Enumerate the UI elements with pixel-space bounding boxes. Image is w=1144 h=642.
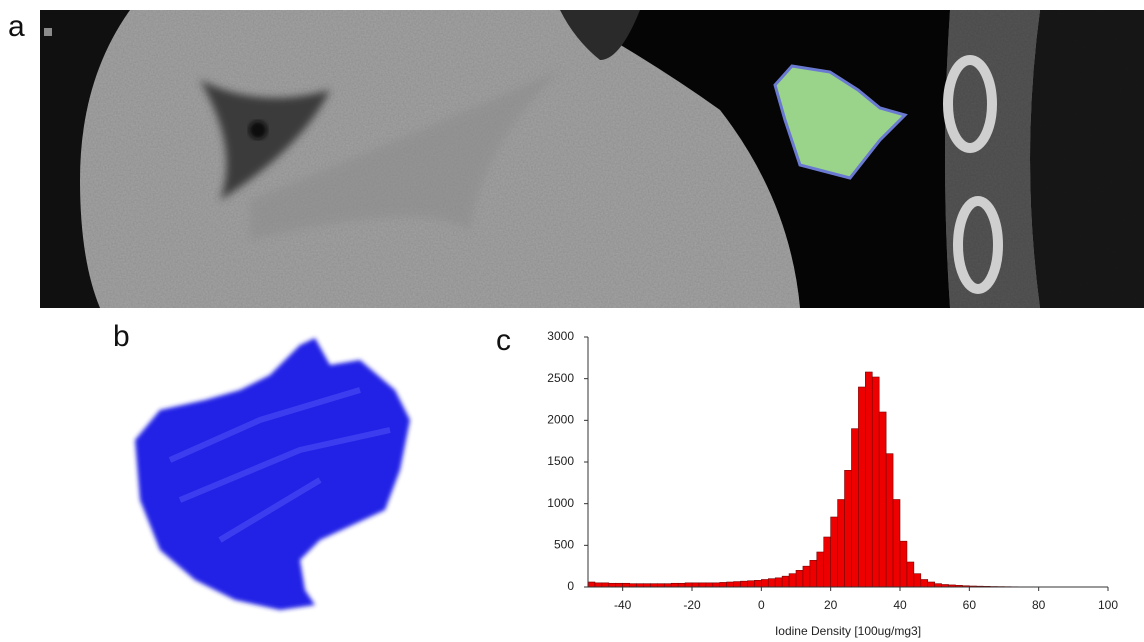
bar bbox=[726, 581, 734, 588]
segmentation-render bbox=[135, 338, 410, 610]
bar bbox=[830, 516, 838, 588]
bar bbox=[740, 580, 748, 588]
bar bbox=[920, 579, 929, 588]
bar bbox=[670, 582, 679, 588]
bar bbox=[587, 581, 596, 588]
bar bbox=[747, 580, 755, 588]
panel-label: a bbox=[8, 10, 25, 43]
bar bbox=[878, 411, 887, 588]
x-tick-label: -40 bbox=[614, 598, 632, 612]
x-axis-label: Iodine Density [100ug/mg3] bbox=[775, 624, 921, 638]
bar bbox=[761, 579, 769, 588]
x-tick-label: 20 bbox=[824, 598, 838, 612]
y-tick-label: 3000 bbox=[547, 329, 574, 343]
x-tick-label: 0 bbox=[758, 598, 765, 612]
bar bbox=[733, 581, 741, 588]
bar bbox=[816, 551, 825, 588]
bar bbox=[622, 582, 630, 588]
bar bbox=[851, 428, 859, 588]
bar bbox=[788, 573, 797, 588]
bar bbox=[809, 560, 818, 588]
bar bbox=[927, 581, 935, 588]
y-tick-label: 500 bbox=[554, 538, 574, 552]
bar bbox=[781, 575, 790, 588]
y-tick-label: 2000 bbox=[547, 413, 574, 427]
x-tick-label: 40 bbox=[893, 598, 907, 612]
x-tick-label: 60 bbox=[963, 598, 977, 612]
bar bbox=[615, 582, 623, 588]
bar bbox=[677, 582, 686, 588]
bar bbox=[871, 376, 880, 588]
bar bbox=[594, 582, 603, 588]
bar bbox=[684, 582, 693, 588]
bar bbox=[719, 582, 727, 588]
bar bbox=[802, 565, 811, 588]
y-tick-label: 1500 bbox=[547, 454, 574, 468]
bar bbox=[823, 536, 831, 588]
bar bbox=[858, 386, 866, 588]
panel-label: b bbox=[113, 320, 130, 353]
panel-label: c bbox=[496, 324, 511, 357]
bar bbox=[899, 540, 908, 588]
bar bbox=[754, 580, 762, 588]
x-tick-label: -20 bbox=[683, 598, 701, 612]
bar bbox=[774, 577, 783, 588]
y-tick-label: 2500 bbox=[547, 371, 574, 385]
bar bbox=[865, 371, 873, 588]
bar bbox=[712, 582, 721, 588]
bar bbox=[698, 582, 707, 588]
bar bbox=[691, 582, 700, 588]
bar bbox=[767, 578, 776, 588]
x-tick-label: 80 bbox=[1032, 598, 1046, 612]
bar bbox=[608, 582, 617, 588]
y-tick-label: 1000 bbox=[547, 496, 574, 510]
bar bbox=[844, 470, 852, 588]
bar bbox=[837, 499, 845, 588]
bar bbox=[885, 453, 894, 588]
bar bbox=[913, 573, 922, 588]
y-tick-label: 0 bbox=[567, 579, 574, 593]
histogram: 0 500 1000 1500 2000 2500 3000 -40 -20 0 20 40 60 80 1… bbox=[547, 329, 1118, 612]
bar bbox=[906, 561, 915, 588]
bar bbox=[705, 582, 714, 588]
bar bbox=[795, 570, 804, 588]
ct-image bbox=[40, 10, 1144, 308]
bar bbox=[601, 582, 610, 588]
bar bbox=[892, 499, 901, 588]
x-tick-label: 100 bbox=[1098, 598, 1118, 612]
